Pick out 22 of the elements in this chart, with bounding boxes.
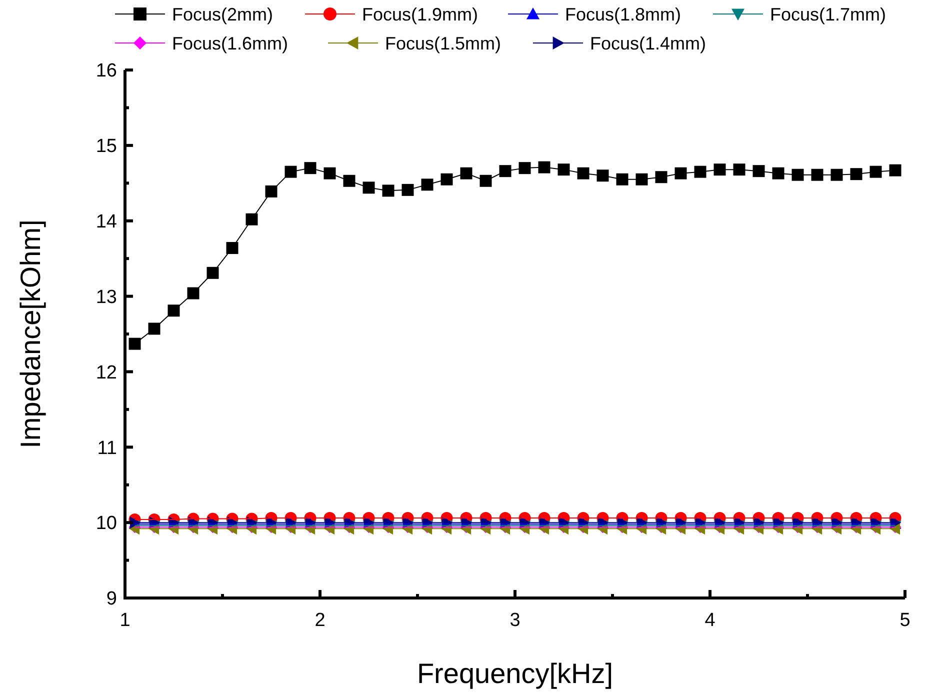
y-tick-label: 9 (106, 588, 117, 610)
legend-label: Focus(1.6mm) (172, 33, 288, 54)
y-tick-label: 12 (96, 362, 117, 384)
x-axis-title: Frequency[kHz] (416, 658, 614, 689)
x-tick-label: 5 (900, 610, 910, 631)
y-tick-label: 16 (96, 60, 117, 82)
y-tick-label: 14 (96, 212, 118, 233)
y-tick-label: 11 (97, 438, 117, 459)
y-axis-title: Impedance[kOhm] (15, 220, 46, 448)
y-tick-label: 13 (96, 286, 117, 308)
legend-label: Focus(1.4mm) (590, 33, 706, 54)
y-tick-label: 15 (96, 136, 117, 158)
legend-label: Focus(1.5mm) (385, 33, 502, 54)
legend-label: Focus(1.9mm) (362, 4, 478, 24)
x-tick-label: 3 (510, 610, 520, 631)
legend-label: Focus(1.7mm) (770, 4, 886, 24)
x-tick-label: 2 (314, 610, 326, 631)
x-tick-label: 4 (704, 610, 716, 631)
legend-label: Focus(1.8mm) (565, 4, 682, 24)
x-tick-label: 1 (120, 610, 130, 631)
legend-label: Focus(2mm) (172, 4, 274, 24)
y-tick-label: 10 (96, 513, 117, 534)
